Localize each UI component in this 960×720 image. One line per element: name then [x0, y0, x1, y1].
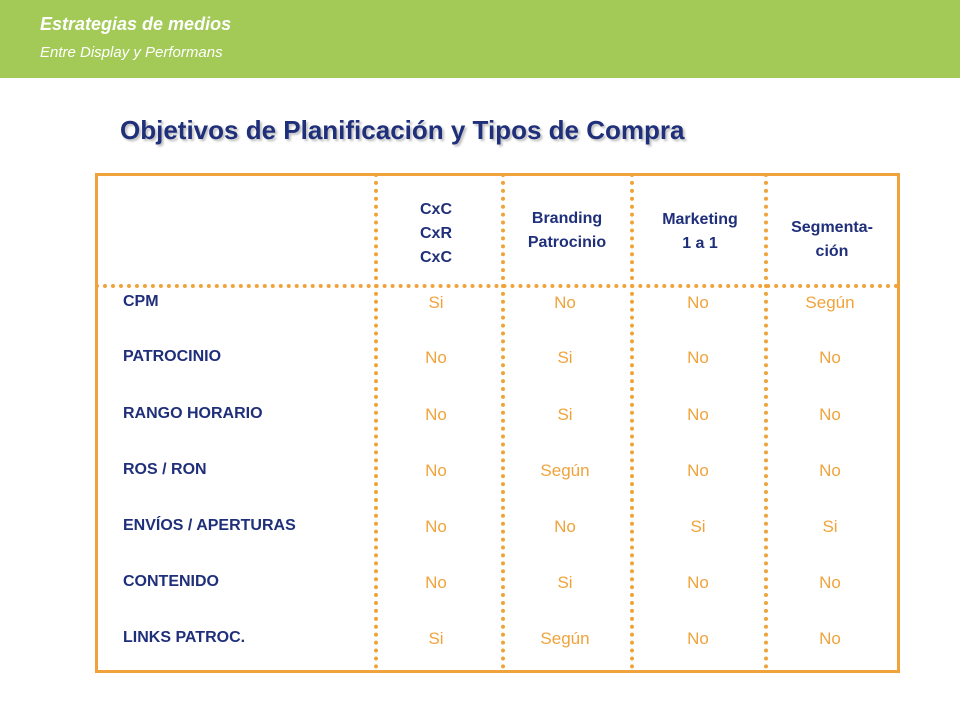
column-header-line: Segmenta- — [791, 219, 873, 236]
column-header-line: CxC — [419, 249, 452, 266]
table-cell: No — [687, 348, 709, 367]
row-label-contenido: CONTENIDO — [123, 573, 219, 590]
column-divider — [501, 173, 505, 669]
column-header-line: CxC — [419, 201, 452, 218]
row-label-links-patroc: LINKS PATROC. — [123, 629, 246, 646]
column-header-marketing: Marketing 1 a 1 — [640, 208, 760, 256]
table-cell: Según — [805, 293, 855, 312]
table-cell: No — [687, 293, 709, 312]
table-cell: No — [819, 573, 841, 592]
header-banner: Estrategias de medios Entre Display y Pe… — [0, 0, 960, 78]
column-header-line: Branding — [531, 210, 603, 227]
banner-subtitle: Entre Display y Performans — [40, 44, 223, 61]
table-cell: No — [687, 573, 709, 592]
table-cell: Según — [540, 461, 590, 480]
table-cell: Si — [690, 517, 706, 536]
table-cell: Si — [428, 629, 444, 648]
table-cell: Si — [557, 348, 573, 367]
table-cell: No — [687, 461, 709, 480]
column-header-line: CxR — [419, 225, 452, 242]
row-label-envios-aperturas: ENVÍOS / APERTURAS — [123, 517, 296, 534]
column-divider — [630, 173, 634, 669]
banner-title: Estrategias de medios — [40, 14, 232, 34]
table-cell: No — [425, 573, 447, 592]
table-cell: No — [554, 517, 576, 536]
table-cell: No — [425, 517, 447, 536]
column-header-line: Patrocinio — [527, 234, 607, 251]
header-divider — [95, 284, 899, 288]
table-cell: No — [425, 405, 447, 424]
table-cell: No — [425, 348, 447, 367]
comparison-table-frame — [95, 173, 900, 673]
table-cell: Si — [822, 517, 838, 536]
column-header-line: 1 a 1 — [682, 235, 718, 252]
column-header-line: ción — [815, 243, 849, 260]
column-header-branding: Branding Patrocinio — [507, 207, 627, 255]
page-title: Objetivos de Planificación y Tipos de Co… — [120, 115, 685, 145]
table-cell: No — [687, 629, 709, 648]
column-header-cxc: CxC CxR CxC — [376, 198, 496, 270]
table-cell: No — [819, 629, 841, 648]
table-cell: No — [819, 348, 841, 367]
table-cell: No — [819, 405, 841, 424]
table-cell: No — [554, 293, 576, 312]
column-header-line: Marketing — [662, 211, 738, 228]
row-label-cpm: CPM — [123, 293, 159, 310]
column-header-segmentacion: Segmenta- ción — [772, 216, 892, 264]
row-label-rango-horario: RANGO HORARIO — [123, 405, 263, 422]
row-label-patrocinio: PATROCINIO — [123, 348, 222, 365]
table-cell: No — [687, 405, 709, 424]
table-cell: No — [425, 461, 447, 480]
table-cell: No — [819, 461, 841, 480]
table-cell: Si — [428, 293, 444, 312]
column-divider — [374, 173, 378, 669]
table-cell: Si — [557, 405, 573, 424]
table-cell: Según — [540, 629, 590, 648]
column-divider — [764, 173, 768, 669]
row-label-ros-ron: ROS / RON — [123, 461, 207, 478]
table-cell: Si — [557, 573, 573, 592]
